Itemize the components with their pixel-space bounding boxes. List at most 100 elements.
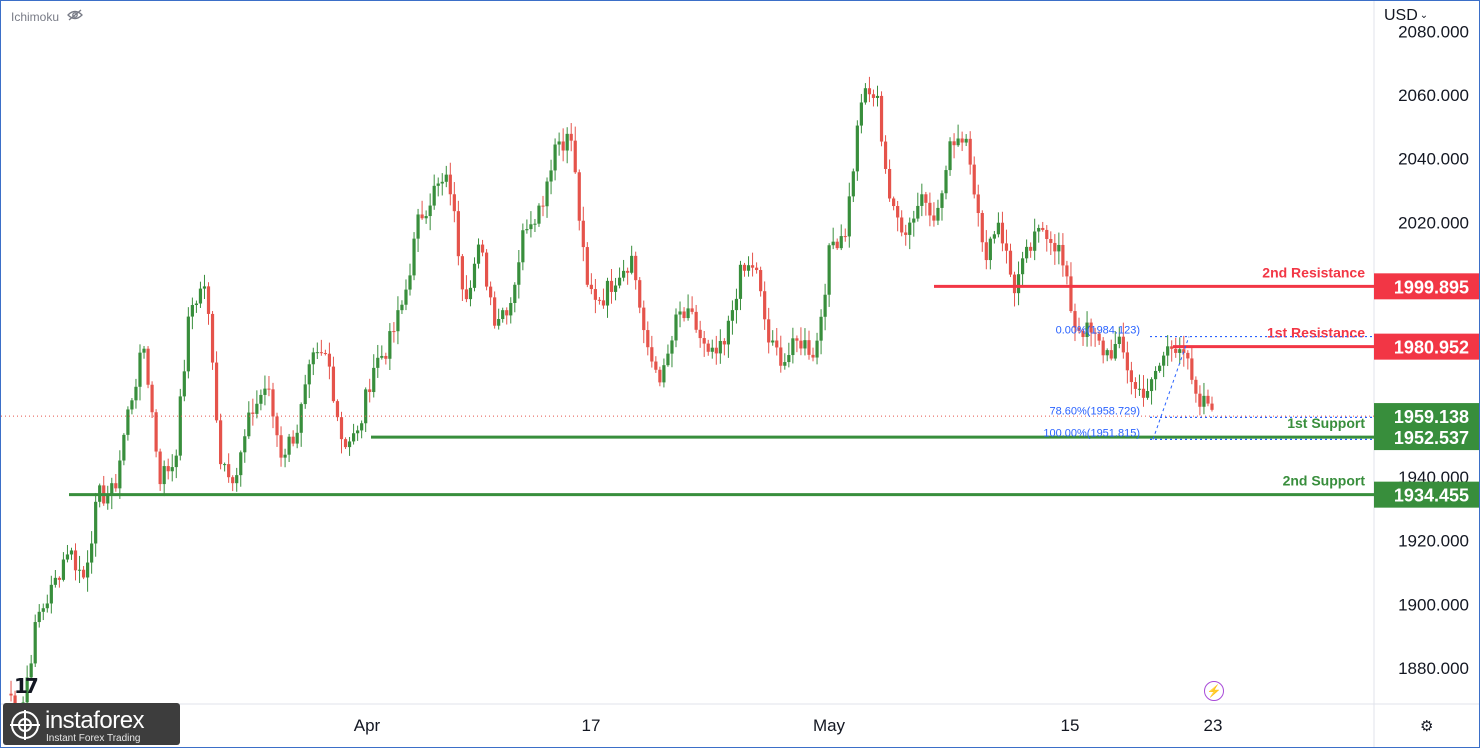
- y-tick-label: 1920.000: [1398, 532, 1469, 551]
- candle-body: [150, 384, 154, 413]
- level-name: 1st Support: [1287, 415, 1365, 431]
- candle-body: [283, 454, 287, 458]
- y-tick-label: 2060.000: [1398, 86, 1469, 105]
- candle-body: [783, 362, 787, 366]
- candle-body: [448, 174, 452, 195]
- fib-level-label: 0.00%(1984.123): [1056, 325, 1140, 337]
- candle-body: [178, 396, 182, 456]
- candle-body: [936, 207, 940, 221]
- candle-body: [1037, 227, 1041, 232]
- candle-body: [279, 435, 283, 458]
- candle-body: [1057, 244, 1061, 252]
- candle-body: [444, 174, 448, 182]
- candle-body: [376, 357, 380, 368]
- eye-hidden-icon[interactable]: [67, 9, 83, 24]
- candle-body: [589, 284, 593, 290]
- candle-body: [138, 352, 142, 387]
- candle-body: [1117, 336, 1121, 344]
- candle-body: [581, 220, 585, 248]
- candle-body: [1166, 346, 1170, 356]
- y-tick-label: 2080.000: [1398, 22, 1469, 41]
- candle-body: [956, 138, 960, 146]
- level-name: 1st Resistance: [1267, 325, 1365, 341]
- candle-body: [670, 340, 674, 354]
- candle-body: [384, 355, 388, 359]
- candle-body: [678, 311, 682, 315]
- candle-body: [231, 477, 235, 484]
- candle-body: [90, 543, 94, 563]
- candle-body: [1053, 242, 1057, 252]
- candle-body: [525, 229, 529, 231]
- candle-body: [69, 550, 74, 555]
- candle-body: [775, 340, 779, 348]
- candle-body: [879, 95, 884, 142]
- candle-body: [170, 467, 174, 472]
- candle-body: [106, 495, 110, 504]
- candle-body: [396, 310, 400, 332]
- indicator-legend[interactable]: Ichimoku: [11, 9, 83, 24]
- gear-icon[interactable]: ⚙: [1420, 718, 1434, 735]
- candle-body: [360, 423, 364, 431]
- candle-body: [944, 170, 948, 194]
- candle-body: [682, 311, 686, 319]
- candle-body: [436, 183, 440, 186]
- candle-body: [1194, 379, 1198, 394]
- candle-body: [533, 223, 537, 225]
- candle-body: [122, 434, 126, 461]
- candle-body: [1085, 322, 1089, 337]
- candle-body: [738, 264, 743, 299]
- candle-body: [227, 464, 231, 478]
- candle-body: [287, 436, 291, 455]
- candle-body: [859, 102, 863, 126]
- candle-body: [1008, 250, 1013, 275]
- candle-body: [118, 460, 122, 489]
- currency-selector[interactable]: USD ⌄: [1384, 7, 1428, 25]
- candle-body: [1202, 395, 1206, 407]
- candle-body: [916, 205, 920, 219]
- currency-label: USD: [1384, 7, 1418, 24]
- candle-body: [646, 330, 650, 348]
- candle-body: [400, 304, 404, 311]
- candle-body: [630, 255, 634, 273]
- candle-body: [863, 88, 868, 103]
- candle-body: [1000, 222, 1005, 244]
- candle-body: [484, 252, 489, 287]
- candle-body: [468, 287, 473, 300]
- candle-body: [154, 412, 158, 452]
- candle-body: [896, 206, 900, 218]
- price-badge-label: 1952.537: [1394, 428, 1469, 448]
- candle-body: [424, 216, 428, 219]
- candle-body: [13, 695, 17, 709]
- candle-body: [690, 308, 694, 312]
- candle-body: [146, 348, 150, 385]
- candle-body: [235, 475, 239, 484]
- candle-body: [626, 270, 630, 273]
- candle-body: [795, 338, 799, 341]
- candle-body: [166, 466, 170, 472]
- indicator-name: Ichimoku: [11, 9, 60, 24]
- flash-icon[interactable]: ⚡: [1204, 681, 1224, 701]
- candle-body: [247, 412, 251, 437]
- candle-body: [464, 289, 469, 300]
- candle-body: [642, 307, 646, 331]
- candle-body: [392, 331, 396, 333]
- candle-body: [303, 384, 307, 405]
- candle-body: [686, 308, 690, 319]
- candle-body: [730, 310, 735, 321]
- candle-body: [920, 194, 924, 206]
- candle-body: [529, 224, 533, 230]
- candle-body: [110, 483, 114, 496]
- candle-body: [601, 300, 606, 306]
- candle-body: [368, 389, 372, 393]
- candle-body: [1141, 388, 1146, 398]
- candle-body: [996, 222, 1001, 235]
- current-price-badge-bg: [1374, 403, 1479, 430]
- candle-body: [25, 677, 29, 703]
- candle-body: [553, 144, 557, 171]
- candle-body: [267, 388, 271, 390]
- candle-body: [198, 288, 203, 304]
- candle-body: [493, 297, 497, 326]
- candle-body: [883, 141, 888, 169]
